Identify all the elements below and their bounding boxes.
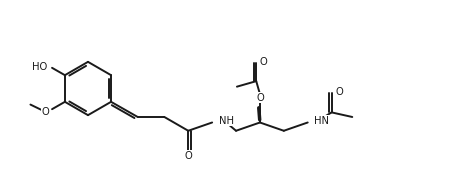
- Text: HN: HN: [314, 116, 329, 126]
- Text: NH: NH: [219, 116, 234, 126]
- Text: O: O: [335, 87, 343, 97]
- Text: O: O: [42, 107, 49, 117]
- Text: O: O: [260, 57, 267, 67]
- Text: O: O: [184, 151, 192, 161]
- Text: O: O: [257, 93, 265, 103]
- Text: HO: HO: [32, 62, 47, 72]
